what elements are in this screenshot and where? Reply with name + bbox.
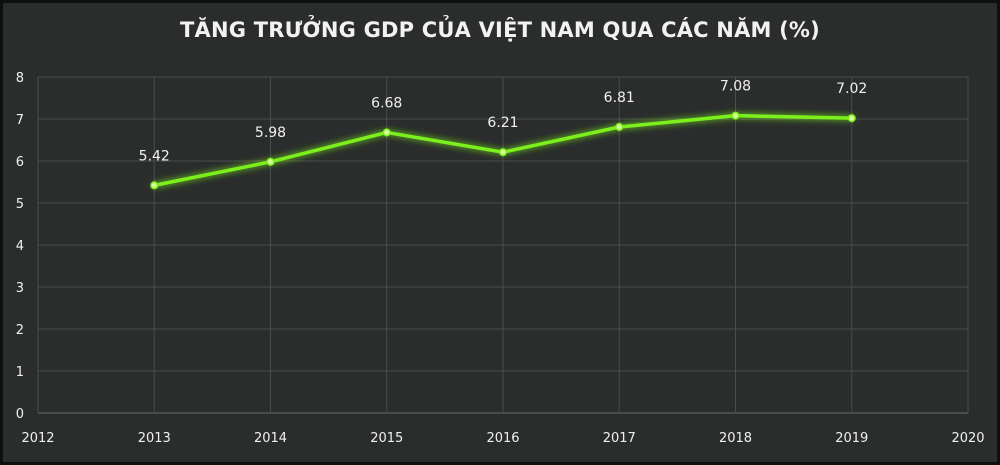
x-tick-label: 2014 [254, 431, 287, 446]
data-labels: 5.42 5.98 6.68 6.21 6.81 7.08 7.02 [139, 79, 868, 165]
x-tick-label: 2012 [21, 431, 54, 446]
data-point [498, 148, 508, 157]
gridlines [37, 76, 969, 414]
data-label: 5.42 [139, 148, 170, 164]
x-tick-label: 2019 [835, 431, 868, 446]
data-point [847, 114, 856, 123]
x-tick-label: 2020 [951, 431, 984, 446]
x-tick-label: 2015 [370, 431, 403, 446]
data-point [615, 122, 624, 132]
data-label: 7.08 [720, 79, 751, 95]
data-label: 6.68 [371, 95, 402, 111]
data-point [150, 181, 159, 190]
y-tick-label: 4 [16, 239, 24, 254]
axes: 0 1 2 3 4 5 6 7 8 2012 2013 2014 2015 2016 2017 2018 201… [16, 71, 985, 446]
x-tick-label: 2018 [719, 431, 752, 446]
data-point [266, 157, 275, 166]
data-label: 7.02 [836, 81, 867, 97]
y-tick-label: 8 [16, 71, 24, 86]
y-tick-label: 7 [16, 113, 24, 128]
data-label: 5.98 [255, 125, 286, 141]
data-point [731, 111, 740, 120]
series-layer [150, 111, 856, 190]
data-label: 6.81 [604, 90, 635, 106]
data-label: 6.21 [487, 115, 518, 131]
y-tick-label: 6 [16, 155, 24, 170]
y-tick-label: 0 [16, 407, 24, 422]
y-tick-label: 3 [16, 281, 24, 296]
y-tick-label: 1 [16, 365, 24, 380]
x-tick-label: 2013 [138, 431, 171, 446]
data-point [382, 128, 391, 137]
chart-title: TĂNG TRƯỞNG GDP CỦA VIỆT NAM QUA CÁC NĂM… [180, 18, 820, 42]
x-tick-label: 2017 [603, 431, 636, 446]
y-tick-label: 5 [16, 197, 24, 212]
y-tick-label: 2 [16, 323, 24, 338]
x-tick-label: 2016 [486, 431, 519, 446]
